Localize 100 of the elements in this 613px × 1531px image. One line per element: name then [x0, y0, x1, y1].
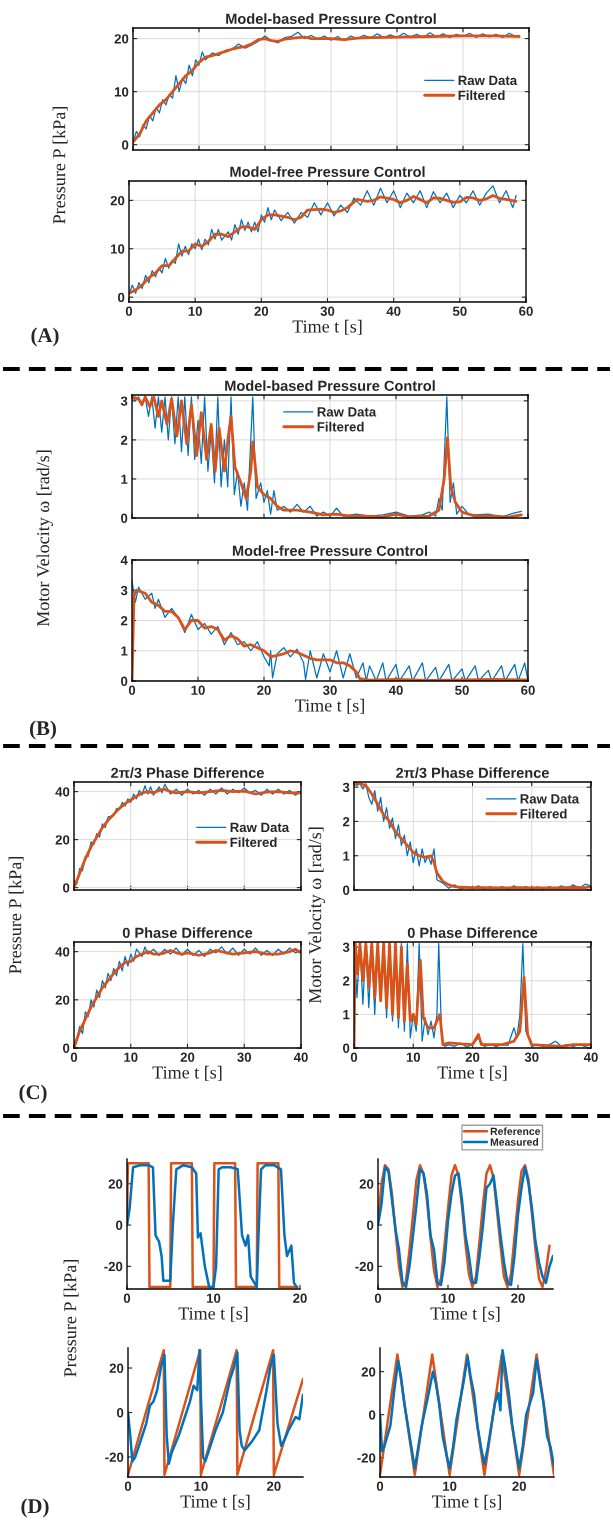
x-tick-label: 30: [237, 1052, 252, 1062]
y-tick-label: -20: [355, 1261, 374, 1272]
y-tick-label: 20: [108, 1179, 123, 1189]
chart-title: Model-free Pressure Control: [230, 166, 425, 177]
y-tick-label: 0: [116, 1220, 123, 1230]
x-tick-label: 20: [266, 1481, 281, 1491]
y-tick-label: 2: [120, 616, 128, 626]
x-tick-label: 20: [257, 685, 271, 695]
x-tick-label: 20: [293, 1293, 307, 1303]
x-tick-label: 10: [194, 1481, 208, 1491]
y-tick-label: 4: [120, 555, 128, 565]
y-tick-label: 0: [367, 1220, 374, 1230]
x-tick-label: 0: [128, 685, 136, 695]
x-tick-label: 10: [188, 306, 202, 316]
y-tick-label: -20: [104, 1261, 123, 1272]
x-tick-label: 60: [521, 685, 535, 695]
y-tick-label: 3: [120, 585, 128, 596]
y-tick-label: 0: [121, 676, 128, 686]
legend-label: Filtered: [317, 421, 364, 432]
x-tick-label: 60: [519, 306, 533, 316]
legend-label: Measured: [490, 1138, 539, 1146]
x-tick-label: 10: [443, 1481, 457, 1491]
y-axis-title: Pressure P [kPa]: [8, 857, 24, 974]
legend-label: Raw Data: [317, 407, 377, 417]
y-tick-label: 3: [342, 782, 350, 793]
x-tick-label: 50: [452, 306, 467, 316]
legend-label: Filtered: [458, 90, 505, 101]
x-tick-label: 0: [350, 1052, 358, 1062]
y-axis-title: Pressure P [kPa]: [52, 107, 68, 224]
x-tick-label: 20: [254, 306, 269, 316]
legend-label: Filtered: [230, 837, 277, 848]
x-tick-label: 40: [386, 306, 401, 316]
y-tick-label: 20: [109, 1363, 124, 1373]
legend-label: Raw Data: [520, 794, 580, 804]
x-axis-title: Time t [s]: [437, 1065, 507, 1081]
y-tick-label: 1: [121, 646, 128, 656]
y-tick-label: 0: [121, 513, 128, 523]
x-axis-title: Time t [s]: [295, 698, 364, 714]
y-tick-label: 2: [342, 817, 350, 827]
x-tick-label: 10: [406, 1052, 421, 1062]
y-tick-label: -20: [357, 1453, 376, 1463]
y-tick-label: 1: [343, 851, 350, 861]
x-axis-title: Time t [s]: [432, 1494, 501, 1510]
y-tick-label: 0: [118, 292, 125, 303]
text: (A): [31, 327, 59, 347]
text: (D): [21, 1498, 49, 1518]
y-tick-label: 0: [63, 883, 70, 893]
y-tick-label: 20: [114, 34, 129, 44]
y-tick-label: 1: [121, 474, 128, 484]
y-axis-title: Motor Velocity ω [rad/s]: [308, 827, 325, 1004]
y-tick-label: 20: [55, 835, 70, 845]
legend-label: Reference: [490, 1127, 541, 1135]
x-axis-title: Time t [s]: [180, 1494, 250, 1510]
x-tick-label: 20: [180, 1052, 195, 1062]
x-tick-label: 30: [322, 685, 337, 695]
y-tick-label: 10: [114, 87, 129, 97]
y-tick-label: 40: [55, 787, 70, 797]
y-tick-label: 2: [342, 976, 350, 986]
y-tick-label: 20: [359, 1179, 374, 1189]
y-tick-label: 20: [55, 995, 70, 1005]
y-tick-label: 0: [343, 1043, 350, 1053]
legend-label: Filtered: [520, 808, 567, 819]
x-tick-label: 30: [524, 1052, 539, 1062]
y-tick-label: 0: [369, 1410, 376, 1420]
chart-title: Model-free Pressure Control: [232, 545, 428, 556]
x-tick-label: 10: [206, 1293, 221, 1303]
y-tick-label: 0: [343, 885, 350, 895]
x-axis-title: Time t [s]: [430, 1306, 500, 1322]
y-tick-label: 1: [343, 1010, 350, 1020]
x-tick-label: 0: [70, 1052, 78, 1062]
legend-label: Raw Data: [230, 822, 290, 833]
legend-label: Raw Data: [458, 75, 518, 86]
y-tick-label: 2: [120, 435, 128, 445]
x-tick-label: 20: [511, 1293, 525, 1303]
x-tick-label: 10: [441, 1293, 455, 1303]
chart-title: 0 Phase Difference: [122, 927, 253, 938]
x-axis-title: Time t [s]: [178, 1306, 248, 1322]
y-tick-label: 20: [361, 1367, 376, 1377]
text: (C): [19, 1084, 47, 1104]
x-tick-label: 0: [376, 1481, 384, 1491]
y-tick-label: 40: [55, 947, 70, 957]
text: (B): [30, 720, 56, 740]
chart-title: Model-based Pressure Control: [226, 13, 436, 24]
x-tick-label: 50: [455, 685, 469, 695]
x-tick-label: 40: [388, 685, 403, 695]
y-tick-label: 3: [120, 396, 128, 406]
x-axis-title: Time t [s]: [152, 1065, 222, 1081]
y-tick-label: 0: [63, 1043, 70, 1053]
y-axis-title: Pressure P [kPa]: [63, 1260, 79, 1377]
x-axis-title: Time t [s]: [292, 319, 362, 335]
x-tick-label: 30: [320, 306, 335, 316]
y-tick-label: 0: [122, 140, 129, 150]
y-axis-title: Motor Velocity ω [rad/s]: [36, 450, 53, 627]
x-tick-label: 20: [465, 1052, 480, 1062]
chart-title: Model-based Pressure Control: [225, 380, 435, 391]
y-tick-label: 0: [117, 1408, 124, 1418]
chart-title: 2π/3 Phase Difference: [396, 767, 549, 779]
y-tick-label: 20: [110, 195, 125, 206]
x-tick-label: 40: [583, 1052, 598, 1062]
y-tick-label: -20: [105, 1452, 124, 1462]
